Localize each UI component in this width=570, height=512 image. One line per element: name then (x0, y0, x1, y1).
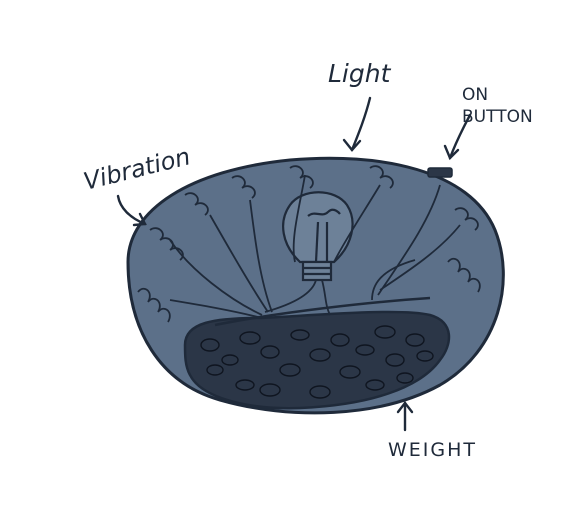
label-on-button-line2: BUTTON (462, 107, 533, 127)
label-weight: WEIGHT (388, 439, 477, 461)
label-vibration: Vibration (81, 142, 193, 196)
coil-spring-icon (137, 165, 481, 323)
arrow-icon (116, 96, 472, 432)
on-button-icon (427, 167, 453, 178)
label-light: Light (328, 59, 392, 88)
platform (214, 296, 431, 327)
label-on-button-line1: ON (462, 85, 488, 105)
wires (169, 174, 461, 319)
light-bulb-icon (282, 191, 354, 282)
